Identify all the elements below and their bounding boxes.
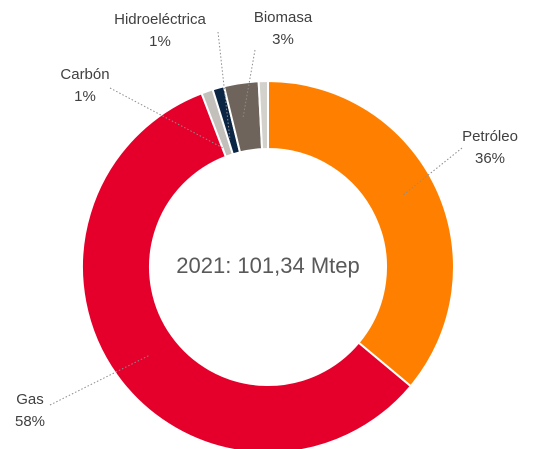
category-label: Gas xyxy=(16,391,44,408)
donut-segment xyxy=(267,79,455,388)
leader-line xyxy=(217,31,231,141)
category-label: Biomasa xyxy=(254,9,313,26)
value-label: 1% xyxy=(149,33,171,50)
category-label: Petróleo xyxy=(462,128,518,145)
value-label: 58% xyxy=(15,413,45,430)
category-label: Carbón xyxy=(60,66,109,83)
leader-line xyxy=(49,354,151,406)
value-label: 3% xyxy=(272,31,294,48)
value-label: 1% xyxy=(74,88,96,105)
donut-segment xyxy=(257,79,269,151)
leader-line xyxy=(401,147,463,197)
leader-line xyxy=(109,87,224,149)
category-label: Hidroeléctrica xyxy=(114,11,206,28)
center-label: 2021: 101,34 Mtep xyxy=(176,253,359,278)
leader-line xyxy=(242,49,256,119)
value-label: 36% xyxy=(475,150,505,167)
